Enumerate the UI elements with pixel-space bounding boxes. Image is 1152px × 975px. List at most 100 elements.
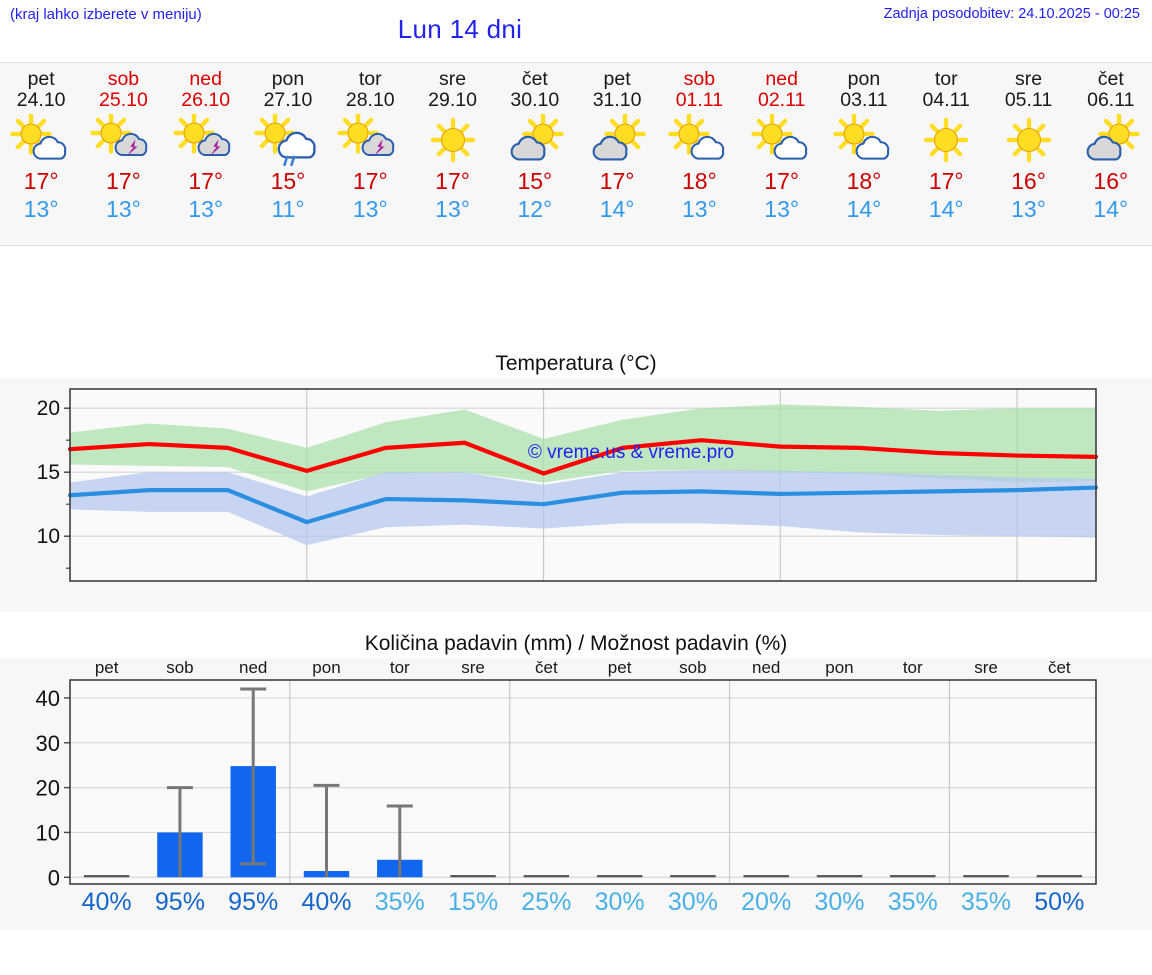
day-of-week-label: sob bbox=[107, 68, 140, 90]
sun-icon bbox=[416, 114, 490, 166]
day-of-week-label: tor bbox=[934, 68, 958, 90]
precipitation-probability-label: 35% bbox=[887, 888, 938, 916]
temperature-min-label: 13° bbox=[23, 196, 59, 222]
temperature-max-label: 18° bbox=[846, 168, 882, 194]
day-of-week-label: pon bbox=[271, 68, 305, 90]
temperature-min-label: 11° bbox=[271, 196, 305, 222]
temperature-min-label: 13° bbox=[764, 196, 800, 222]
precipitation-probability-row: 40% 95% 95% 40% 35% 15% 25% 30% 30% 20% 30% 35% 35% 5… bbox=[70, 888, 1096, 922]
page-title: Lun 14 dni bbox=[0, 14, 1152, 45]
day-date-label: 02.11 bbox=[757, 89, 806, 111]
forecast-day-column[interactable]: tor 28.10 17° 13° bbox=[329, 63, 411, 245]
page-title-text: Lun 14 dni bbox=[397, 14, 523, 44]
precipitation-probability-label: 20% bbox=[741, 888, 792, 916]
precipitation-day-label: sob bbox=[166, 658, 194, 677]
svg-text:20: 20 bbox=[37, 397, 60, 420]
svg-text:20: 20 bbox=[36, 776, 60, 801]
temperature-max-label: 15° bbox=[270, 168, 306, 194]
forecast-day-column[interactable]: pet 24.10 17° 13° bbox=[0, 63, 82, 245]
forecast-day-column[interactable]: tor 04.11 17° 14° bbox=[905, 63, 987, 245]
day-date-label: 06.11 bbox=[1087, 89, 1135, 111]
forecast-day-column[interactable]: pon 27.10 15° 11° bbox=[247, 63, 329, 245]
precipitation-chart-svg: 0 10 20 30 40 bbox=[0, 658, 1152, 930]
temperature-min-label: 13° bbox=[682, 196, 717, 222]
temperature-chart-title: Temperatura (°C) bbox=[0, 350, 1152, 378]
forecast-day-column[interactable]: čet 30.10 15° 12° bbox=[494, 63, 576, 245]
day-of-week-label: čet bbox=[521, 68, 548, 90]
temperature-max-label: 15° bbox=[517, 168, 553, 194]
precipitation-probability-label: 40% bbox=[301, 888, 352, 916]
cloud-sun-icon bbox=[580, 114, 654, 166]
sun-cloud-icon bbox=[4, 114, 78, 166]
temperature-min-label: 14° bbox=[846, 196, 882, 222]
precipitation-day-label: sob bbox=[679, 658, 707, 677]
temperature-min-label: 14° bbox=[1093, 196, 1129, 222]
forecast-day-column[interactable]: čet 06.11 16° 14° bbox=[1070, 63, 1152, 245]
day-of-week-label: ned bbox=[189, 68, 222, 90]
precipitation-probability-label: 25% bbox=[521, 888, 572, 916]
forecast-day-column[interactable]: sre 29.10 17° 13° bbox=[411, 63, 493, 245]
sun-cloud-icon bbox=[827, 114, 901, 166]
temperature-max-label: 17° bbox=[764, 168, 800, 194]
precipitation-day-label: čet bbox=[1047, 658, 1071, 677]
forecast-day-column[interactable]: sre 05.11 16° 13° bbox=[987, 63, 1069, 245]
precipitation-day-label: ned bbox=[751, 658, 781, 677]
page-header: (kraj lahko izberete v meniju) Lun 14 dn… bbox=[0, 0, 1152, 62]
day-date-label: 24.10 bbox=[16, 89, 66, 111]
precipitation-day-label: sre bbox=[974, 658, 998, 677]
temperature-max-label: 17° bbox=[106, 168, 141, 194]
day-date-label: 04.11 bbox=[922, 89, 970, 111]
precipitation-probability-label: 95% bbox=[228, 888, 279, 916]
temperature-min-label: 13° bbox=[352, 196, 388, 222]
day-of-week-label: sre bbox=[439, 68, 467, 90]
day-date-label: 27.10 bbox=[263, 89, 313, 111]
forecast-day-column[interactable]: sob 25.10 17° 13° bbox=[82, 63, 164, 245]
svg-text:15: 15 bbox=[37, 461, 60, 484]
forecast-day-column[interactable]: pon 03.11 18° 14° bbox=[823, 63, 905, 245]
forecast-day-strip: pet 24.10 17° 13° sob 25.10 17° 13° ned 26.10 1… bbox=[0, 62, 1152, 246]
precipitation-probability-label: 15% bbox=[448, 888, 499, 916]
cloud-sun-icon bbox=[498, 114, 572, 166]
temperature-max-label: 17° bbox=[352, 168, 388, 194]
temperature-min-label: 14° bbox=[599, 196, 635, 222]
last-updated: Zadnja posodobitev: 24.10.2025 - 00:25 bbox=[883, 6, 1140, 22]
temperature-max-label: 16° bbox=[1011, 168, 1046, 194]
precipitation-probability-label: 35% bbox=[374, 888, 425, 916]
temperature-max-label: 17° bbox=[599, 168, 635, 194]
day-of-week-label: sob bbox=[683, 68, 716, 90]
precipitation-probability-label: 95% bbox=[154, 888, 205, 916]
day-of-week-label: čet bbox=[1097, 68, 1124, 90]
day-of-week-label: sre bbox=[1014, 68, 1043, 90]
precipitation-day-label: tor bbox=[902, 658, 923, 677]
forecast-day-column[interactable]: ned 02.11 17° 13° bbox=[741, 63, 823, 245]
sun-icon bbox=[909, 114, 983, 166]
sun-icon bbox=[992, 114, 1066, 166]
day-of-week-label: tor bbox=[358, 68, 382, 90]
temperature-chart: Temperatura (°C) 10 15 20 © vreme.us & vrem… bbox=[0, 350, 1152, 612]
sun-cloud-thunder-icon bbox=[169, 114, 243, 166]
precipitation-chart: Količina padavin (mm) / Možnost padavin … bbox=[0, 630, 1152, 930]
day-of-week-label: pet bbox=[27, 68, 55, 90]
forecast-day-column[interactable]: ned 26.10 17° 13° bbox=[165, 63, 247, 245]
precipitation-chart-title: Količina padavin (mm) / Možnost padavin … bbox=[0, 630, 1152, 658]
temperature-max-label: 16° bbox=[1093, 168, 1129, 194]
day-of-week-label: ned bbox=[765, 68, 798, 90]
temperature-min-label: 13° bbox=[1011, 196, 1046, 222]
cloud-sun-icon bbox=[1074, 114, 1148, 166]
temperature-max-label: 17° bbox=[23, 168, 59, 194]
forecast-day-column[interactable]: pet 31.10 17° 14° bbox=[576, 63, 658, 245]
sun-cloud-rain-icon bbox=[251, 114, 325, 166]
day-date-label: 01.11 bbox=[675, 89, 724, 111]
day-date-label: 25.10 bbox=[99, 89, 148, 111]
temperature-chart-svg: 10 15 20 © vreme.us & vreme.pro bbox=[0, 378, 1152, 612]
forecast-day-column[interactable]: sob 01.11 18° 13° bbox=[658, 63, 740, 245]
day-of-week-label: pon bbox=[847, 68, 881, 90]
precipitation-day-label: pon bbox=[825, 658, 854, 677]
sun-cloud-icon bbox=[662, 114, 736, 166]
svg-text:10: 10 bbox=[37, 525, 60, 548]
precipitation-probability-label: 35% bbox=[960, 888, 1012, 916]
svg-text:10: 10 bbox=[36, 820, 60, 845]
svg-text:0: 0 bbox=[48, 865, 60, 890]
svg-text:30: 30 bbox=[36, 731, 60, 756]
day-date-label: 30.10 bbox=[510, 89, 560, 111]
